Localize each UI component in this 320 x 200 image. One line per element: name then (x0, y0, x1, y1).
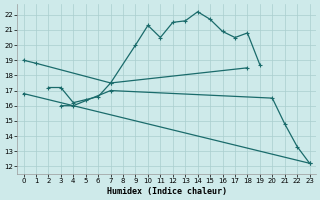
X-axis label: Humidex (Indice chaleur): Humidex (Indice chaleur) (107, 187, 227, 196)
